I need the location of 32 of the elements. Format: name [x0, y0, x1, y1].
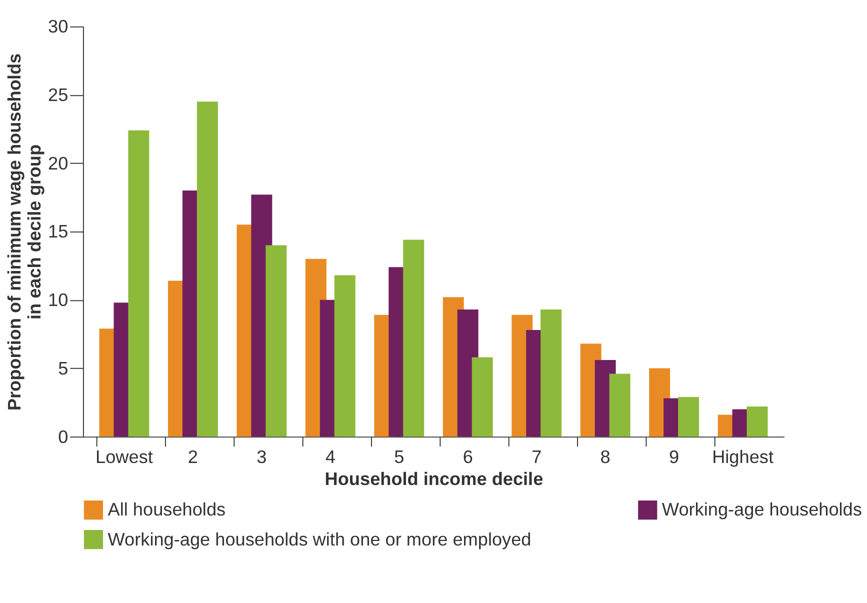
bar: [334, 275, 356, 437]
y-tick-label: 15: [48, 222, 68, 242]
x-tick-label: 2: [188, 446, 198, 467]
x-tick-label: 6: [462, 446, 473, 467]
bar: [196, 102, 218, 437]
x-tick-label: 9: [669, 446, 680, 467]
bar: [678, 396, 700, 437]
y-tick-label: 20: [48, 153, 68, 174]
bar: [472, 357, 493, 437]
y-tick-label: 5: [58, 358, 68, 378]
bar: [609, 374, 630, 437]
y-tick-label: 25: [48, 85, 68, 106]
x-axis-title: Household income decile: [324, 468, 544, 489]
y-tick-label: 10: [48, 290, 68, 310]
y-tick-label: 30: [48, 16, 68, 37]
x-tick-label: 8: [600, 446, 610, 467]
y-tick-label: 0: [58, 426, 68, 447]
bar: [540, 309, 562, 437]
legend-label: Working-age households with one or more employed: [108, 529, 532, 550]
bar: [403, 240, 424, 437]
x-tick-label: 5: [394, 446, 404, 467]
bar: [266, 245, 287, 437]
legend-label: All households: [108, 500, 226, 520]
legend-label: Working-age households: [662, 500, 862, 520]
x-tick-label: Highest: [712, 446, 774, 467]
bar: [128, 130, 150, 437]
bar: [746, 406, 768, 437]
x-tick-label: 7: [532, 446, 542, 467]
y-axis-title: Proportion of minimum wage households in each decile group: [4, 53, 44, 411]
x-tick-label: 4: [325, 446, 336, 467]
x-tick-label: 3: [256, 446, 267, 467]
x-tick-label: Lowest: [96, 446, 153, 467]
